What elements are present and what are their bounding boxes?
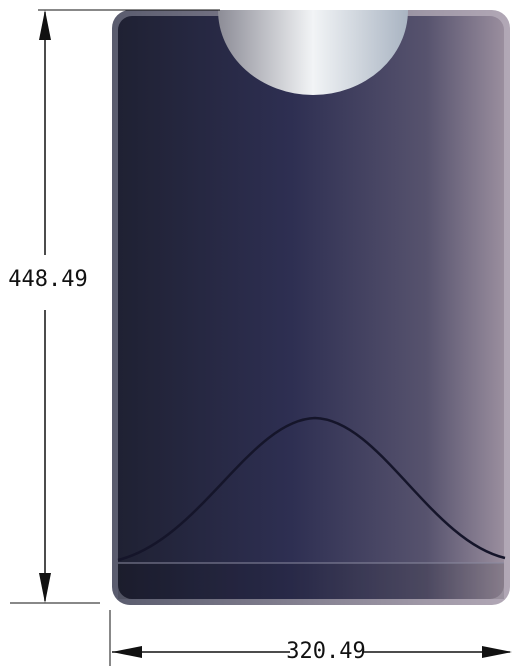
arrow-head xyxy=(112,646,142,658)
contour-curve xyxy=(117,416,506,562)
top-cutout xyxy=(218,10,408,95)
arrow-head xyxy=(482,646,512,658)
width-label: 320.49 xyxy=(286,639,365,664)
height-label: 448.49 xyxy=(8,267,87,292)
arrow-head xyxy=(39,573,51,603)
arrow-head xyxy=(39,10,51,40)
body xyxy=(118,16,504,599)
bottom-band xyxy=(118,563,504,599)
